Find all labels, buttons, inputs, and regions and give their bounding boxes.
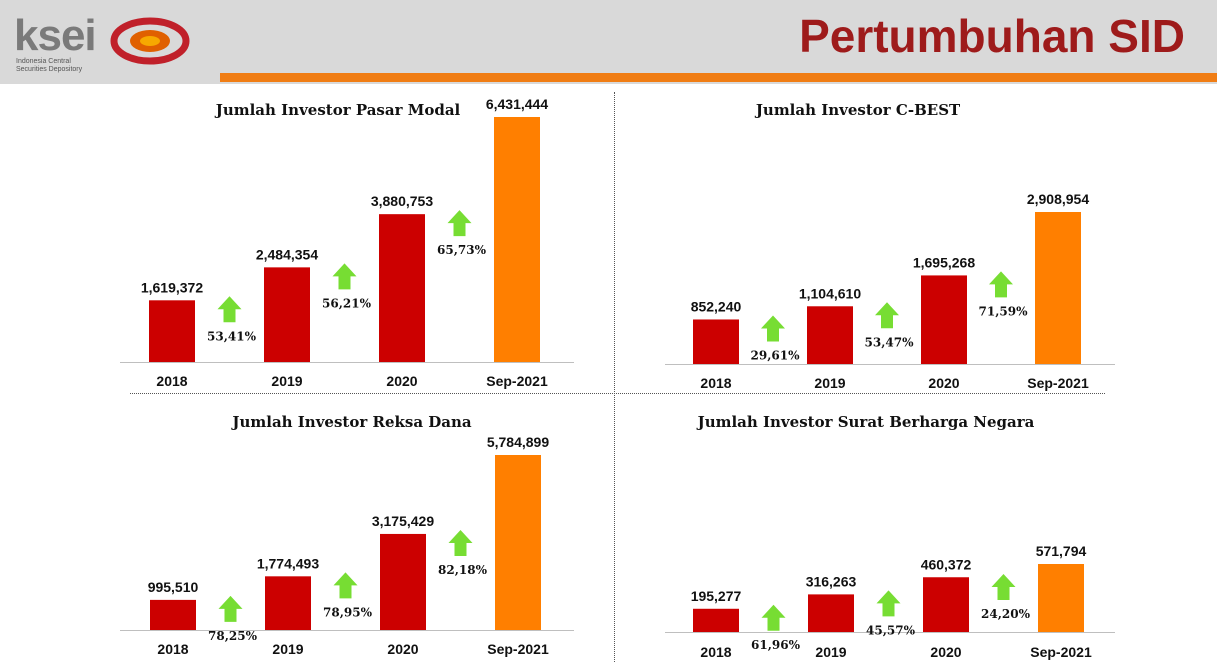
data-label: 1,104,610 [799,285,861,301]
bar [693,319,739,364]
data-label: 2,908,954 [1027,191,1089,207]
bar [494,117,540,362]
green-up-arrow-icon [448,529,473,556]
green-up-arrow-icon [989,271,1013,298]
bar [265,576,311,630]
logo-subtitle-line2: Securities Depository [16,66,83,73]
green-up-arrow-icon [875,302,899,329]
logo-wordmark: ksei [14,11,97,60]
data-label: 316,263 [806,573,857,589]
growth-label: 24,20% [981,607,1031,621]
data-label: 2,484,354 [256,246,318,262]
ksei-logo: ksei Indonesia Central Securities Deposi… [12,10,202,76]
horizontal-divider [130,393,1105,394]
growth-label: 29,61% [751,348,801,362]
green-up-arrow-icon [333,572,358,599]
category-label: 2018 [700,644,731,660]
green-up-arrow-icon [761,315,785,342]
green-up-arrow-icon [876,590,901,617]
bar [380,533,426,630]
data-label: 460,372 [921,556,972,572]
category-label: 2018 [700,375,731,391]
bar [1035,212,1081,364]
data-label: 3,175,429 [372,513,434,529]
green-up-arrow-icon [217,296,242,323]
category-label: 2019 [271,373,302,389]
logo-subtitle: Indonesia Central Securities Depository [16,58,126,74]
category-label: 2020 [928,375,959,391]
bar [495,455,541,630]
data-label: 1,695,268 [913,254,975,270]
category-label: 2020 [930,644,961,660]
bar [264,267,310,362]
growth-label: 45,57% [866,623,916,637]
category-label: 2020 [386,373,417,389]
data-label: 195,277 [691,588,742,604]
bar [808,594,854,632]
green-up-arrow-icon [991,574,1016,600]
data-label: 3,880,753 [371,193,433,209]
green-up-arrow-icon [218,595,243,622]
growth-label: 82,18% [438,563,488,577]
category-label: 2019 [814,375,845,391]
category-label: 2018 [157,641,188,657]
growth-label: 61,96% [751,638,801,652]
growth-label: 78,25% [208,629,258,643]
bar [693,608,739,632]
data-label: 5,784,899 [487,434,549,450]
chart-title: Jumlah Investor Reksa Dana [230,413,472,431]
category-label: 2019 [815,644,846,660]
bar [923,577,969,632]
data-label: 1,619,372 [141,279,203,295]
bar [379,214,425,362]
logo-subtitle-line1: Indonesia Central [16,58,71,65]
growth-label: 56,21% [322,296,372,310]
data-label: 571,794 [1036,543,1087,559]
header-band [0,0,1217,84]
category-label: Sep-2021 [1030,644,1092,660]
category-label: Sep-2021 [486,373,548,389]
chart-title: Jumlah Investor C-BEST [754,101,961,119]
accent-rule [220,73,1217,82]
vertical-divider [614,92,615,662]
data-label: 1,774,493 [257,555,319,571]
growth-label: 53,47% [865,335,915,349]
page-title: Pertumbuhan SID [799,10,1185,62]
chart-title: Jumlah Investor Surat Berharga Negara [696,413,1035,431]
growth-label: 71,59% [979,304,1029,318]
green-up-arrow-icon [447,210,472,237]
growth-label: 78,95% [323,605,373,619]
category-label: Sep-2021 [1027,375,1089,391]
ksei-logo-icon [110,17,190,65]
data-label: 852,240 [691,298,742,314]
data-label: 995,510 [148,579,199,595]
category-label: 2018 [156,373,187,389]
category-label: Sep-2021 [487,641,549,657]
bar [921,275,967,364]
bar [807,306,853,364]
data-label: 6,431,444 [486,96,548,112]
green-up-arrow-icon [761,604,786,631]
category-label: 2020 [387,641,418,657]
bar [1038,564,1084,632]
category-label: 2019 [272,641,303,657]
bar [150,599,196,630]
growth-label: 65,73% [437,243,487,257]
growth-label: 53,41% [207,329,257,343]
bar [149,300,195,362]
green-up-arrow-icon [332,263,357,290]
chart-title: Jumlah Investor Pasar Modal [214,101,461,119]
